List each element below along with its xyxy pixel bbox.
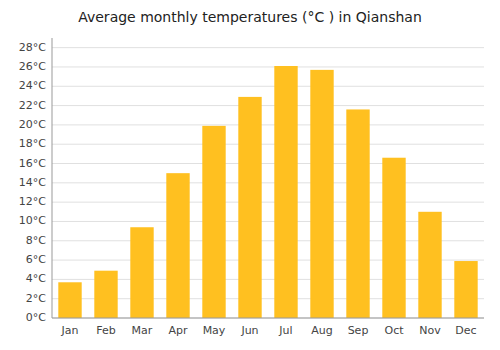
bar <box>58 282 81 318</box>
y-tick-label: 0°C <box>26 311 46 324</box>
y-tick-label: 12°C <box>19 195 46 208</box>
x-tick-label: Jan <box>61 324 79 337</box>
chart-title: Average monthly temperatures (°C ) in Qi… <box>78 9 422 25</box>
bar <box>202 126 225 318</box>
y-tick-label: 10°C <box>19 214 46 227</box>
y-axis-line <box>52 38 53 318</box>
y-tick-label: 28°C <box>19 41 46 54</box>
bar <box>274 66 297 318</box>
x-tick-label: Nov <box>419 324 441 337</box>
chart-container: 0°C 2°C 4°C 6°C 8°C 10°C 12°C 14°C 16°C 18°C 20°C 2… <box>0 0 500 350</box>
y-tick-label: 16°C <box>19 157 46 170</box>
bar <box>238 97 261 318</box>
y-tick-label: 8°C <box>26 234 46 247</box>
x-tick-label: Jul <box>278 324 292 337</box>
x-axis-line <box>52 318 484 319</box>
y-tick-label: 18°C <box>19 137 46 150</box>
x-tick-label: Jun <box>240 324 258 337</box>
grid-line <box>52 182 484 183</box>
grid-line <box>52 163 484 164</box>
x-tick-label: Feb <box>96 324 115 337</box>
grid-line <box>52 105 484 106</box>
x-tick-label: Sep <box>348 324 369 337</box>
x-tick-label: Oct <box>384 324 404 337</box>
grid-line <box>52 144 484 145</box>
x-tick-label: Aug <box>311 324 332 337</box>
y-tick-label: 2°C <box>26 292 46 305</box>
grid-line <box>52 86 484 87</box>
y-tick-label: 14°C <box>19 176 46 189</box>
page: {"chart_data": {"type": "bar", "title": … <box>0 0 500 350</box>
x-tick-labels: Jan Feb Mar Apr May Jun Jul Aug Sep Oct Nov Dec <box>61 324 477 337</box>
y-tick-label: 22°C <box>19 99 46 112</box>
bar <box>346 109 369 318</box>
grid-line <box>52 124 484 125</box>
x-tick-label: Dec <box>455 324 476 337</box>
bar <box>310 70 333 318</box>
grid-line <box>52 47 484 48</box>
y-tick-label: 6°C <box>26 253 46 266</box>
x-tick-label: Apr <box>168 324 188 337</box>
y-tick-label: 20°C <box>19 118 46 131</box>
x-tick-label: May <box>203 324 226 337</box>
bar <box>130 227 153 318</box>
y-tick-label: 4°C <box>26 272 46 285</box>
bar <box>382 158 405 318</box>
y-tick-labels: 0°C 2°C 4°C 6°C 8°C 10°C 12°C 14°C 16°C 18°C 20°C 2… <box>19 41 46 324</box>
y-tick-label: 26°C <box>19 60 46 73</box>
bars <box>58 66 477 318</box>
bar <box>166 173 189 318</box>
bar <box>418 212 441 318</box>
bar <box>454 261 477 318</box>
y-tick-label: 24°C <box>19 79 46 92</box>
grid-line <box>52 318 484 319</box>
y-grid <box>52 48 484 318</box>
bar <box>94 271 117 318</box>
grid-line <box>52 202 484 203</box>
grid-line <box>52 66 484 67</box>
chart-svg: 0°C 2°C 4°C 6°C 8°C 10°C 12°C 14°C 16°C 18°C 20°C 2… <box>0 0 500 350</box>
x-tick-label: Mar <box>132 324 153 337</box>
